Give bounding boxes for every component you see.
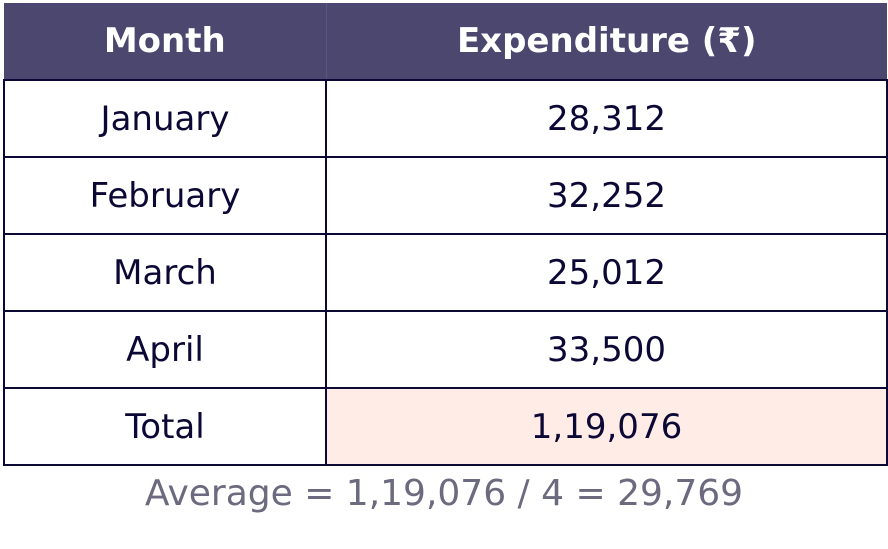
table-row: February 32,252 — [3, 156, 888, 235]
header-expenditure: Expenditure (₹) — [325, 3, 887, 80]
expenditure-cell: 28,312 — [325, 79, 888, 158]
expenditure-table: Month Expenditure (₹) January 28,312 Feb… — [3, 3, 888, 466]
expenditure-cell: 32,252 — [325, 156, 888, 235]
table-row: March 25,012 — [3, 233, 888, 312]
month-cell: January — [3, 79, 327, 158]
total-row: Total 1,19,076 — [3, 387, 888, 466]
table-header-row: Month Expenditure (₹) — [4, 3, 887, 80]
month-cell: April — [3, 310, 327, 389]
table-row: April 33,500 — [3, 310, 888, 389]
expenditure-cell: 25,012 — [325, 233, 888, 312]
total-label-cell: Total — [3, 387, 327, 466]
month-cell: March — [3, 233, 327, 312]
header-month: Month — [4, 3, 326, 80]
expenditure-cell: 33,500 — [325, 310, 888, 389]
expenditure-table-container: Month Expenditure (₹) January 28,312 Feb… — [3, 3, 888, 466]
month-cell: February — [3, 156, 327, 235]
average-footnote: Average = 1,19,076 / 4 = 29,769 — [144, 473, 744, 514]
total-value-cell: 1,19,076 — [325, 387, 888, 466]
table-row: January 28,312 — [3, 79, 888, 158]
